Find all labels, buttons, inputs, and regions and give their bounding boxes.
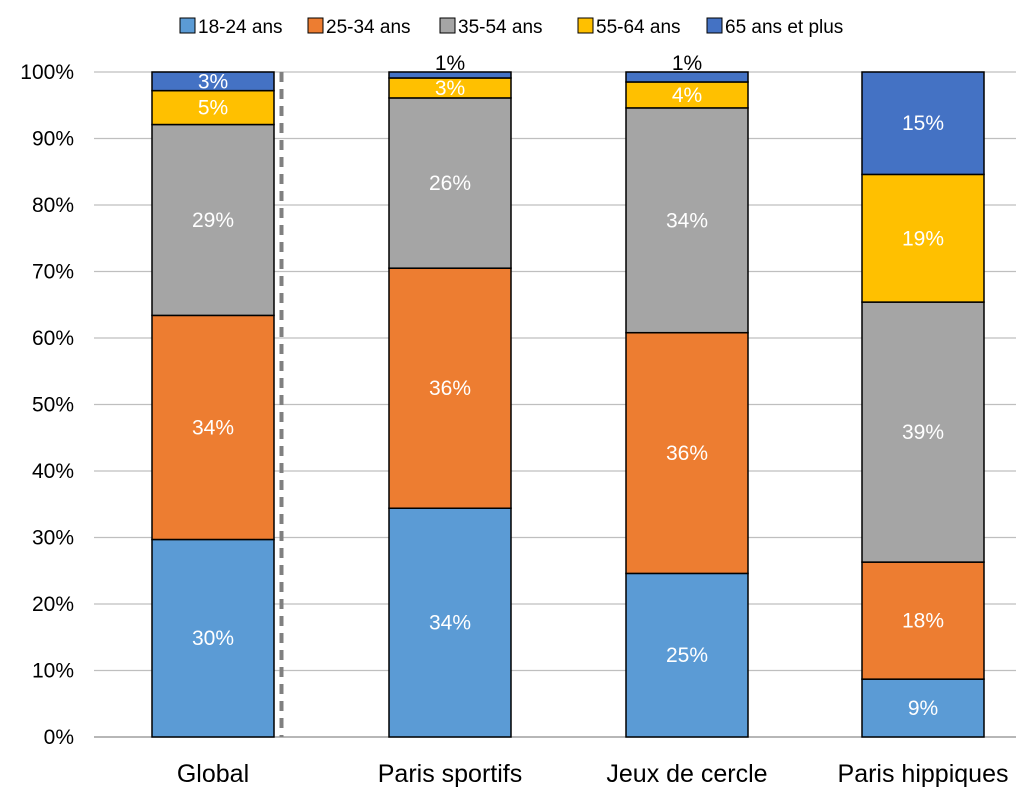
y-tick-label: 100% (20, 61, 74, 84)
bar-segment-jeux-de-cercle-18-24-ans (625, 572, 749, 738)
data-label: 18% (902, 610, 944, 633)
bar-segment-jeux-de-cercle-35-54-ans (625, 107, 749, 334)
data-label: 3% (435, 77, 465, 100)
legend-label: 18-24 ans (198, 17, 283, 38)
y-tick-label: 10% (32, 660, 74, 683)
bar-segment-paris-sportifs-25-34-ans (388, 267, 512, 509)
bar-segment-paris-sportifs-18-24-ans (388, 507, 512, 738)
data-label: 9% (908, 697, 938, 720)
legend-label: 55-64 ans (596, 17, 681, 38)
data-label: 34% (429, 612, 471, 635)
legend: 18-24 ans 25-34 ans 35-54 ans 55-64 ans 65 a… (179, 17, 843, 38)
x-axis: Global Paris sportifs Jeux de cercle Paris … (177, 760, 1009, 788)
data-label: 36% (429, 377, 471, 400)
data-labels: 30%34%29%5%3%34%36%26%3%1%25%36%34%4%1%9… (192, 52, 944, 720)
data-label: 30% (192, 627, 234, 650)
y-tick-label: 50% (32, 394, 74, 417)
data-label: 1% (435, 52, 465, 75)
data-label: 34% (666, 209, 708, 232)
x-tick-label: Paris sportifs (378, 760, 522, 787)
bar-segment-jeux-de-cercle-65-ans-et-plus (625, 71, 749, 83)
x-tick-label: Jeux de cercle (606, 760, 767, 787)
bar-segment-paris-sportifs-35-54-ans (388, 97, 512, 269)
bars (151, 71, 985, 738)
bar-segment-jeux-de-cercle-55-64-ans (625, 81, 749, 109)
y-tick-label: 70% (32, 261, 74, 284)
y-tick-label: 20% (32, 593, 74, 616)
data-label: 39% (902, 421, 944, 444)
data-label: 26% (429, 172, 471, 195)
legend-swatch-25-34-ans (307, 17, 324, 34)
data-label: 34% (192, 416, 234, 439)
data-label: 36% (666, 442, 708, 465)
data-label: 3% (198, 70, 228, 93)
legend-swatch-55-64-ans (577, 17, 594, 34)
bar-segment-global-35-54-ans (151, 123, 275, 317)
y-axis: 0% 10% 20% 30% 40% 50% 60% 70% 80% 90% 100% (20, 61, 74, 749)
y-tick-label: 90% (32, 128, 74, 151)
y-tick-label: 40% (32, 460, 74, 483)
bar-segment-paris-sportifs-65-ans-et-plus (388, 71, 512, 79)
legend-swatch-35-54-ans (439, 17, 456, 34)
bar-segment-jeux-de-cercle-25-34-ans (625, 331, 749, 575)
data-label: 4% (672, 84, 702, 107)
x-tick-label: Global (177, 760, 249, 787)
legend-label: 35-54 ans (458, 17, 543, 38)
legend-swatch-65-ans-et-plus (706, 17, 723, 34)
x-tick-label: Paris hippiques (838, 760, 1009, 787)
y-tick-label: 30% (32, 527, 74, 550)
legend-label: 65 ans et plus (725, 17, 843, 38)
bar-segment-paris-hippiques-35-54-ans (861, 301, 985, 563)
y-tick-label: 0% (44, 726, 74, 749)
data-label: 19% (902, 227, 944, 250)
data-label: 25% (666, 644, 708, 667)
bar-segment-global-55-64-ans (151, 89, 275, 126)
data-label: 1% (672, 52, 702, 75)
bar-segment-paris-hippiques-65-ans-et-plus (861, 71, 985, 176)
data-label: 5% (198, 97, 228, 120)
legend-label: 25-34 ans (326, 17, 411, 38)
bar-segment-global-25-34-ans (151, 314, 275, 541)
bar-segment-paris-hippiques-55-64-ans (861, 173, 985, 303)
y-tick-label: 60% (32, 327, 74, 350)
y-tick-label: 80% (32, 194, 74, 217)
bar-segment-global-65-ans-et-plus (151, 71, 275, 92)
data-label: 15% (902, 112, 944, 135)
data-label: 29% (192, 209, 234, 232)
bar-segment-global-18-24-ans (151, 538, 275, 738)
legend-swatch-18-24-ans (179, 17, 196, 34)
